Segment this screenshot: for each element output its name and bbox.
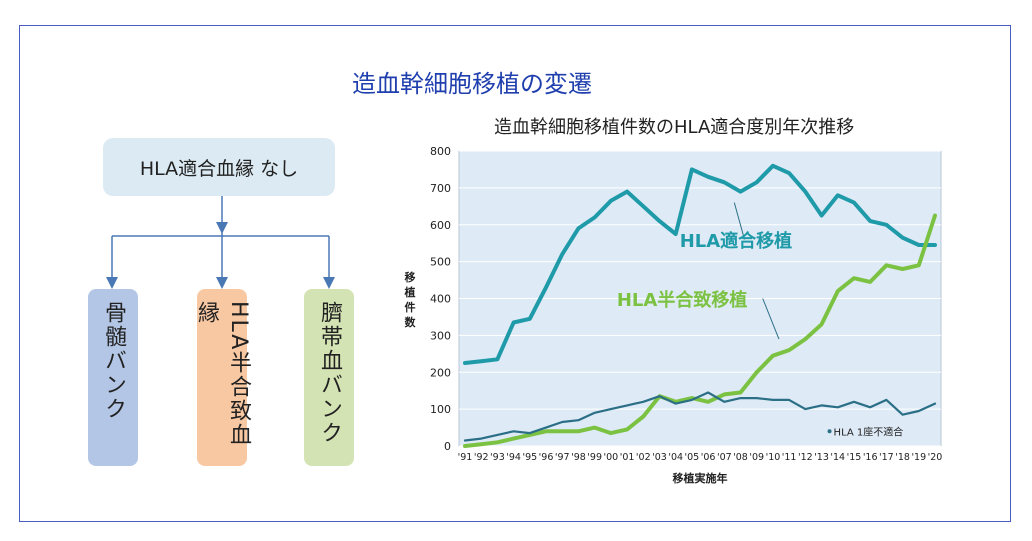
box-bone-marrow-bank: 骨髄バンク <box>88 289 138 466</box>
series-label-hla-match: HLA適合移植 <box>680 230 792 252</box>
y-tick-label: 0 <box>444 440 451 453</box>
label-leader-hla-haplo <box>762 298 780 340</box>
y-axis-label-char: 数 <box>405 315 417 329</box>
x-tick-label: '12 <box>798 452 813 463</box>
y-tick-label: 600 <box>430 219 451 232</box>
x-tick-label: '01 <box>620 452 635 463</box>
x-tick-label: '10 <box>766 452 781 463</box>
y-tick-label: 800 <box>430 145 451 158</box>
x-tick-label: '00 <box>604 452 619 463</box>
x-tick-label: '18 <box>895 452 910 463</box>
box-cord-blood-bank: 臍帯血バンク <box>304 289 354 466</box>
x-tick-label: '92 <box>474 452 489 463</box>
box-cord-blood-bank-label: 臍帯血バンク <box>317 301 342 445</box>
x-tick-label: '06 <box>701 452 716 463</box>
y-tick-label: 200 <box>430 366 451 379</box>
series-line-1 <box>463 163 937 365</box>
y-tick-label: 400 <box>430 293 451 306</box>
x-tick-label: '08 <box>733 452 748 463</box>
x-tick-label: '07 <box>717 452 732 463</box>
x-tick-label: '98 <box>571 452 586 463</box>
x-tick-label: '97 <box>555 452 570 463</box>
x-tick-label: '16 <box>863 452 878 463</box>
line-chart: 0 100 200 300 400 500 600 700 800 '91'92'93'94'95… <box>404 145 943 485</box>
x-tick-label: '99 <box>587 452 602 463</box>
x-tick-label: '05 <box>685 452 700 463</box>
x-tick-label: '02 <box>636 452 651 463</box>
box-bone-marrow-bank-label: 骨髄バンク <box>101 301 126 421</box>
box-hla-haploidentical-label: HLA半合致血縁 <box>194 301 251 448</box>
x-tick-label: '19 <box>911 452 926 463</box>
y-tick-label: 500 <box>430 256 451 269</box>
x-tick-label: '94 <box>506 452 521 463</box>
x-tick-label: '11 <box>782 452 797 463</box>
x-tick-label: '04 <box>668 452 683 463</box>
y-axis-label-char: 植 <box>404 285 416 299</box>
x-tick-label: '03 <box>652 452 667 463</box>
x-tick-label: '09 <box>749 452 764 463</box>
x-tick-label: '14 <box>830 452 845 463</box>
label-leader-hla-match <box>733 202 745 240</box>
y-tick-label: 300 <box>430 329 451 342</box>
series-label-hla-1-mismatch: HLA 1座不適合 <box>834 425 904 438</box>
series-label-dot-hla-1-mismatch <box>827 429 832 434</box>
top-box-no-hla-match-sibling: HLA適合血縁 なし <box>103 138 335 196</box>
x-tick-label: '93 <box>490 452 505 463</box>
series-line-3 <box>463 391 937 442</box>
main-title: 造血幹細胞移植の変遷 <box>352 70 592 98</box>
x-axis-label: 移植実施年 <box>673 471 728 485</box>
x-tick-label: '15 <box>847 452 862 463</box>
x-tick-label: '96 <box>539 452 554 463</box>
x-tick-label: '17 <box>879 452 894 463</box>
slide-frame <box>19 25 1011 522</box>
x-tick-label: '95 <box>522 452 537 463</box>
x-tick-label: '20 <box>928 452 943 463</box>
y-tick-label: 100 <box>430 403 451 416</box>
y-axis-label-char: 移 <box>405 270 416 284</box>
box-hla-haploidentical: HLA半合致血縁 <box>194 289 251 466</box>
series-line-2 <box>463 213 937 448</box>
y-tick-label: 700 <box>430 182 451 195</box>
x-tick-label: '91 <box>458 452 473 463</box>
y-axis-label-char: 件 <box>405 300 416 314</box>
series-label-hla-haplo: HLA半合致移植 <box>617 289 747 311</box>
chart-title: 造血幹細胞移植件数のHLA適合度別年次推移 <box>494 117 855 138</box>
x-tick-label: '13 <box>814 452 829 463</box>
